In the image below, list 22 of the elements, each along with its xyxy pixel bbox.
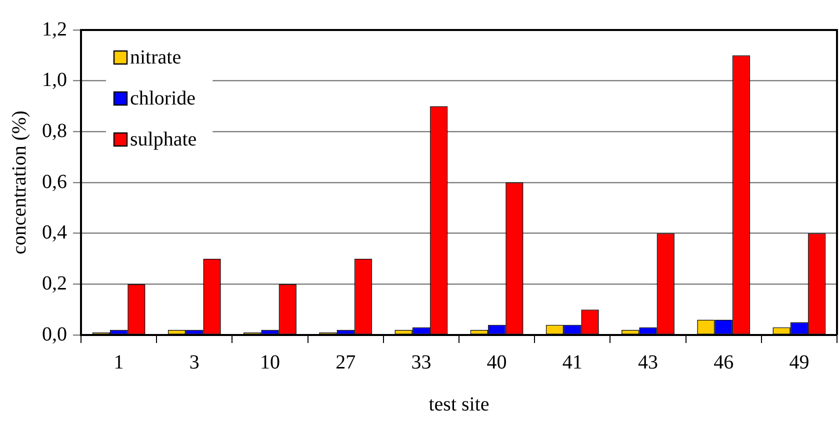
- y-tick-label: 1,2: [42, 18, 67, 40]
- x-tick-label: 33: [411, 351, 432, 374]
- x-tick-label: 41: [562, 351, 582, 374]
- y-tick-label: 0,6: [42, 170, 67, 193]
- y-tick-label: 1,0: [42, 69, 67, 92]
- x-tick-label: 1: [114, 351, 124, 374]
- x-tick-label: 43: [638, 351, 658, 374]
- x-tick-label: 46: [714, 351, 734, 374]
- x-tick-label: 10: [260, 351, 280, 374]
- y-tick-label: 0,2: [42, 272, 67, 294]
- legend-label: chloride: [130, 87, 196, 110]
- x-axis-title: test site: [428, 393, 490, 416]
- y-tick-label: 0,0: [42, 323, 67, 346]
- legend-label: nitrate: [130, 46, 182, 68]
- y-axis-title: concentration (%): [8, 110, 30, 254]
- y-tick-label: 0,8: [42, 120, 67, 142]
- x-tick-label: 40: [486, 351, 507, 374]
- x-tick-label: 49: [789, 351, 810, 374]
- y-tick-label: 0,4: [42, 222, 67, 244]
- x-tick-label: 3: [189, 351, 200, 374]
- x-tick-label: 27: [336, 351, 356, 374]
- legend-label: sulphate: [130, 128, 197, 150]
